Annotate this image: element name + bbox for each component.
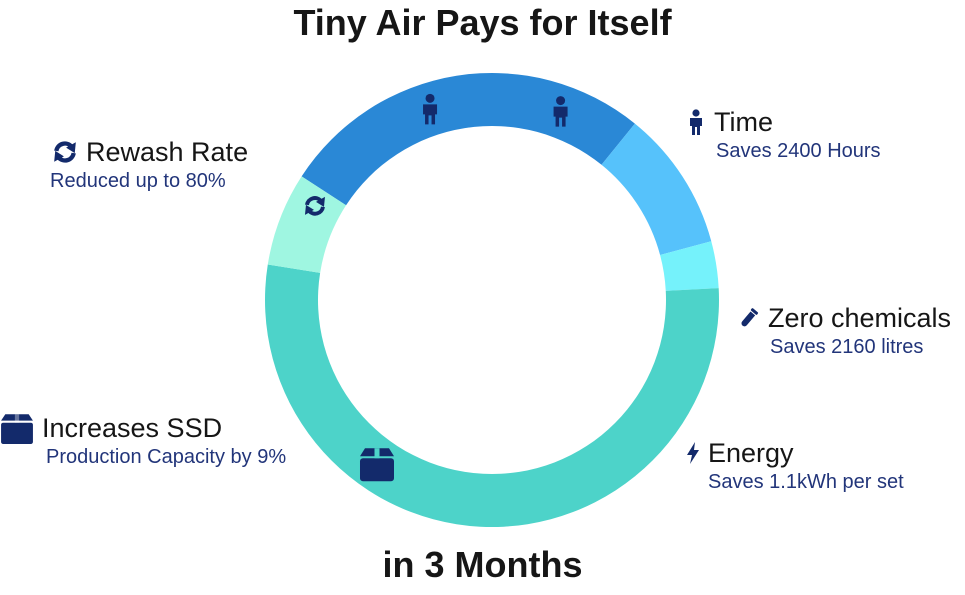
callout-chemicals: Zero chemicals Saves 2160 litres [738,302,951,360]
ring-box-icon [359,448,394,482]
test-tube-icon [738,307,760,329]
callout-rewash-title: Rewash Rate [86,137,249,167]
callout-ssd: Increases SSD Production Capacity by 9% [0,412,286,470]
donut-slice-ssd [265,264,720,528]
box-icon [0,412,34,444]
bolt-icon [686,442,700,464]
callout-energy-detail: Saves 1.1kWh per set [708,471,904,493]
callout-rewash: Rewash Rate Reduced up to 80% [50,136,249,194]
callout-ssd-title: Increases SSD [42,413,223,443]
callout-ssd-detail: Production Capacity by 9% [46,446,287,468]
callout-time-title: Time [714,107,773,137]
donut-slice-chemicals [601,123,712,256]
ring-person-icon [423,93,438,125]
donut-slice-rewash [267,176,347,273]
donut-slice-time [301,72,635,206]
person-icon [686,109,706,135]
ring-refresh-icon [304,196,325,216]
chart-title: Tiny Air Pays for Itself [293,2,672,43]
callout-time: Time Saves 2400 Hours [686,106,881,164]
callout-rewash-detail: Reduced up to 80% [50,170,226,192]
donut-slice-energy [660,241,719,291]
callout-energy: Energy Saves 1.1kWh per set [686,437,904,495]
refresh-icon [52,139,78,165]
callout-chemicals-title: Zero chemicals [768,303,952,333]
callout-time-detail: Saves 2400 Hours [716,140,881,162]
chart-subtitle: in 3 Months [382,544,583,585]
callout-energy-title: Energy [708,438,794,468]
callout-chemicals-detail: Saves 2160 litres [770,336,924,358]
ring-person-icon [553,96,568,127]
